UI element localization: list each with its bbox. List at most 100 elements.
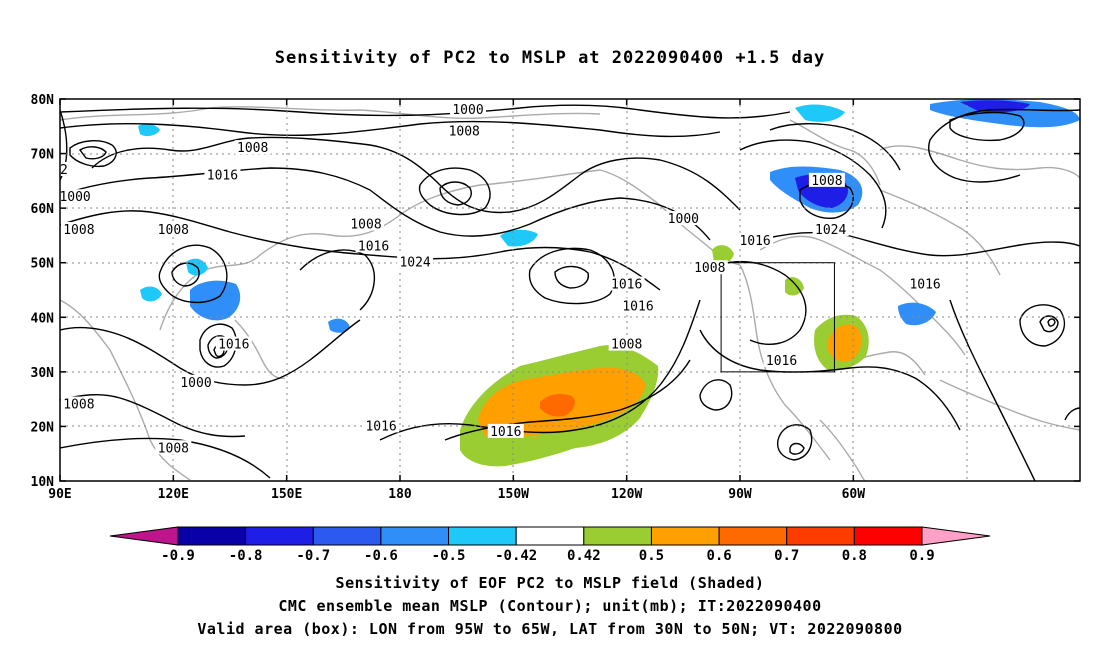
caption-valid-area: Valid area (box): LON from 95W to 65W, L… [197,620,903,638]
contour-label: 1000 [59,190,90,205]
colorbar-swatch [380,526,450,546]
colorbar-tick-label: 0.8 [842,548,867,564]
contour-labels: 1000 1008 1008 1016 92 1000 1008 1008 1008 1016 10… [52,101,944,456]
lat-tick-label: 60N [31,202,55,217]
caption-shaded: Sensitivity of EOF PC2 to MSLP field (Sh… [335,574,765,592]
colorbar: -0.9 -0.8 -0.7 -0.6 -0.5 -0.42 0.42 0.5 0.6 0.7 0.… [109,526,991,564]
colorbar-max-extend [921,526,991,546]
colorbar-tick-label: 0.9 [909,548,934,564]
colorbar-tick-label: -0.8 [229,548,263,564]
colorbar-swatch [718,526,788,546]
lon-tick-label: 90E [48,487,71,502]
contour-label-bg [763,352,800,367]
contour-label: 1008 [449,125,480,140]
contour-label: 1000 [180,376,211,391]
lat-tick-label: 20N [31,420,55,435]
contour-label: 1016 [358,239,389,254]
map-title: Sensitivity of PC2 to MSLP at 2022090400… [274,48,826,68]
contour-label-bg [907,276,944,291]
contour-label-bg [215,336,252,351]
contour-label-bg [60,396,97,411]
contour-label: 1024 [399,256,430,271]
colorbar-tick-label: 0.6 [706,548,731,564]
colorbar-swatch [786,526,855,546]
colorbar-tick-label: -0.7 [296,548,330,564]
contour-label-bg [155,221,192,236]
colorbar-swatch [853,526,923,546]
negative-region-korea [140,286,162,302]
colorbar-swatch [177,526,247,546]
negative-region-japan [190,280,241,321]
lon-tick-label: 90W [728,487,752,502]
negative-region-bering [500,229,538,247]
contour-label: 92 [52,163,68,178]
lon-tick-label: 150E [271,487,302,502]
colorbar-tick-label: 0.5 [639,548,664,564]
contour-label: 1008 [63,398,94,413]
contour-label: 1008 [694,261,725,276]
positive-region-pacific-dark [540,394,575,417]
contour-label-bg [155,440,192,455]
contour-label-bg [608,276,645,291]
negative-region-china [138,123,160,137]
contour-label-bg [691,260,728,275]
contour-label-bg [737,232,774,247]
colorbar-tick-label: -0.5 [432,548,466,564]
contour-label: 1008 [158,441,189,456]
contour-label-bg [60,189,94,204]
lon-tick-label: 180 [388,487,412,502]
contour-label: 1008 [811,174,842,189]
contour-label-bg [812,221,849,236]
lon-tick-label: 60W [842,487,866,502]
contour-label-bg [450,101,486,116]
colorbar-tick-label: -0.42 [495,548,537,564]
contour-label: 1016 [218,338,249,353]
colorbar-swatch [515,526,585,546]
contour-label: 1000 [452,103,483,118]
contour-label-bg [60,221,97,236]
contour-label-bg [620,298,656,313]
contour-label: 1008 [158,223,189,238]
gridlines [60,99,1080,481]
negative-region-arctic-west [795,104,845,122]
contour-label: 1016 [365,419,396,434]
contour-label: 1024 [815,223,846,238]
contour-label-bg [665,211,702,226]
contour-label: 1008 [611,338,642,353]
contour-label: 1008 [350,218,381,233]
contour-label-bg [363,418,400,433]
sensitivity-shading [138,99,1080,467]
axes: 90E 120E 150E 180 150W 120W 90W 60W 80N 70N 60N 50N… [31,93,1080,502]
contour-label: 1008 [237,141,268,156]
contour-label-bg [234,140,271,155]
contour-label-bg [446,123,483,138]
contour-label-bg [608,336,645,351]
colorbar-tick-label: 0.42 [567,548,601,564]
colorbar-tick-label: -0.9 [161,548,195,564]
valid-area-box [720,262,835,373]
contour-label: 1000 [668,212,699,227]
contour-label: 1016 [909,278,940,293]
colorbar-min-extend [109,526,179,546]
colorbar-swatch [650,526,720,546]
lon-tick-label: 150W [498,487,529,502]
contour-label-bg [487,423,524,438]
contour-label-bg [348,216,384,231]
contour-label-bg [204,167,241,182]
lat-tick-label: 70N [31,148,55,163]
caption-contour: CMC ensemble mean MSLP (Contour); unit(m… [278,597,822,615]
colorbar-tick-label: 0.7 [774,548,799,564]
contour-label: 1016 [207,168,238,183]
lon-tick-label: 120E [158,487,189,502]
positive-region-rockies [785,277,804,296]
contour-label: 1016 [766,354,797,369]
colorbar-swatch [245,526,314,546]
contour-label-bg [808,172,845,187]
contour-label-bg [60,161,70,176]
lon-tick-label: 120W [611,487,642,502]
negative-region-northpac [328,318,350,333]
contour-label: 1016 [739,234,770,249]
contour-label: 1016 [622,299,653,314]
plot-frame [59,98,1081,482]
